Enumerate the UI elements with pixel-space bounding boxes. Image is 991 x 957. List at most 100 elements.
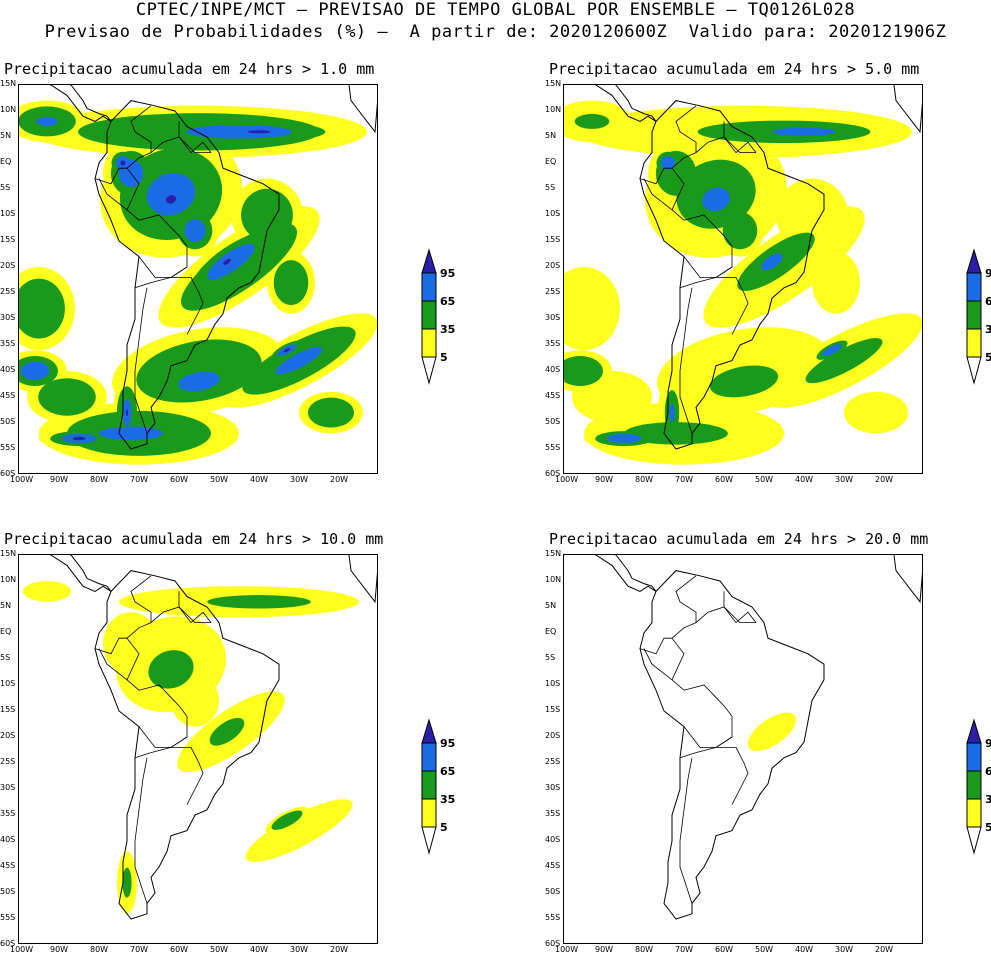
latitude-label: 5N xyxy=(545,131,557,140)
country-border xyxy=(130,575,152,623)
legend-swatch xyxy=(966,742,982,772)
latitude-label: 25S xyxy=(0,287,16,296)
coastline xyxy=(893,555,922,604)
longitude-label: 50W xyxy=(210,945,229,954)
latitude-label: 5N xyxy=(0,131,12,140)
probability-contour xyxy=(747,712,797,752)
longitude-label: 90W xyxy=(50,945,69,954)
longitude-label: 80W xyxy=(635,475,654,484)
latitude-label: 20S xyxy=(0,261,16,270)
latitude-label: 20S xyxy=(0,731,16,740)
longitude-label: 90W xyxy=(595,475,614,484)
legend-swatch xyxy=(966,300,982,330)
legend-label: 5 xyxy=(985,821,991,834)
legend-swatch xyxy=(421,328,437,358)
latitude-label: EQ xyxy=(0,627,12,636)
longitude-label: 60W xyxy=(170,945,189,954)
latitude-label: 10N xyxy=(0,575,17,584)
map-panel: Precipitacao acumulada em 24 hrs > 10.0 … xyxy=(0,530,455,954)
legend-swatch xyxy=(421,718,437,744)
probability-contour xyxy=(247,130,271,134)
country-border xyxy=(679,757,693,904)
latitude-label: 50S xyxy=(545,887,561,896)
longitude-label: 100W xyxy=(555,945,579,954)
latitude-label: 5S xyxy=(545,183,556,192)
legend-label: 35 xyxy=(440,793,456,806)
probability-contour xyxy=(171,674,219,727)
latitude-label: 35S xyxy=(0,809,16,818)
legend-label: 95 xyxy=(440,267,456,280)
probability-contour xyxy=(223,258,231,265)
country-border xyxy=(94,637,127,655)
map-area xyxy=(563,84,923,474)
longitude-label: 40W xyxy=(250,945,269,954)
legend-label: 95 xyxy=(985,267,991,280)
country-border xyxy=(643,178,673,211)
map-area xyxy=(18,84,378,474)
probability-contour xyxy=(245,799,353,862)
legend-label: 65 xyxy=(440,765,456,778)
probability-contour xyxy=(564,356,604,386)
latitude-label: 15N xyxy=(0,549,17,558)
map-panel: Precipitacao acumulada em 24 hrs > 5.0 m… xyxy=(545,60,991,484)
latitude-label: 10N xyxy=(545,575,562,584)
latitude-label: 60S xyxy=(0,939,16,948)
country-border xyxy=(639,167,672,185)
map-area xyxy=(18,554,378,944)
latitude-label: 10N xyxy=(0,105,17,114)
probability-contour xyxy=(273,260,309,306)
probability-contour xyxy=(761,253,783,271)
country-border xyxy=(671,606,756,748)
legend-label: 5 xyxy=(440,821,448,834)
latitude-label: 45S xyxy=(0,861,16,870)
probability-legend: 95 65 35 5 xyxy=(420,715,460,875)
longitude-label: 100W xyxy=(10,475,34,484)
country-border xyxy=(94,167,127,185)
longitude-label: 20W xyxy=(330,945,349,954)
latitude-label: 5N xyxy=(0,601,12,610)
probability-legend: 95 65 35 5 xyxy=(965,245,991,405)
latitude-label: 50S xyxy=(0,417,16,426)
longitude-label: 40W xyxy=(795,945,814,954)
map-panel: Precipitacao acumulada em 24 hrs > 20.0 … xyxy=(545,530,991,954)
legend-swatch xyxy=(421,798,437,828)
probability-contour xyxy=(125,409,129,416)
latitude-label: 25S xyxy=(545,757,561,766)
probability-contour xyxy=(564,267,620,351)
latitude-label: 35S xyxy=(545,809,561,818)
coastline xyxy=(594,85,657,122)
country-border xyxy=(723,121,757,154)
latitude-label: 10S xyxy=(0,679,16,688)
legend-swatch xyxy=(966,356,982,385)
latitude-label: 30S xyxy=(545,783,561,792)
latitude-label: 10S xyxy=(545,679,561,688)
probability-contour xyxy=(574,113,610,129)
country-border xyxy=(643,648,673,681)
probability-contour xyxy=(165,195,177,204)
latitude-label: 5N xyxy=(545,601,557,610)
latitude-label: 40S xyxy=(0,835,16,844)
latitude-label: EQ xyxy=(545,157,557,166)
country-border xyxy=(130,105,152,153)
map-area xyxy=(563,554,923,944)
latitude-label: 15S xyxy=(545,235,561,244)
latitude-label: EQ xyxy=(545,627,557,636)
probability-contour xyxy=(271,810,303,830)
probability-contour xyxy=(241,188,293,242)
legend-swatch xyxy=(421,742,437,772)
latitude-label: 40S xyxy=(0,365,16,374)
latitude-label: 10N xyxy=(545,105,562,114)
probability-contour xyxy=(702,187,730,212)
latitude-label: 5S xyxy=(0,183,11,192)
coastline xyxy=(94,570,280,920)
latitude-label: 25S xyxy=(545,287,561,296)
panel-title: Precipitacao acumulada em 24 hrs > 20.0 … xyxy=(549,530,929,548)
latitude-label: 45S xyxy=(545,861,561,870)
latitude-label: 15S xyxy=(0,235,16,244)
coastline xyxy=(49,85,112,122)
legend-swatch xyxy=(421,826,437,855)
country-border xyxy=(134,757,148,904)
latitude-label: 15N xyxy=(545,549,562,558)
coastline xyxy=(94,100,280,450)
country-border xyxy=(170,266,188,278)
